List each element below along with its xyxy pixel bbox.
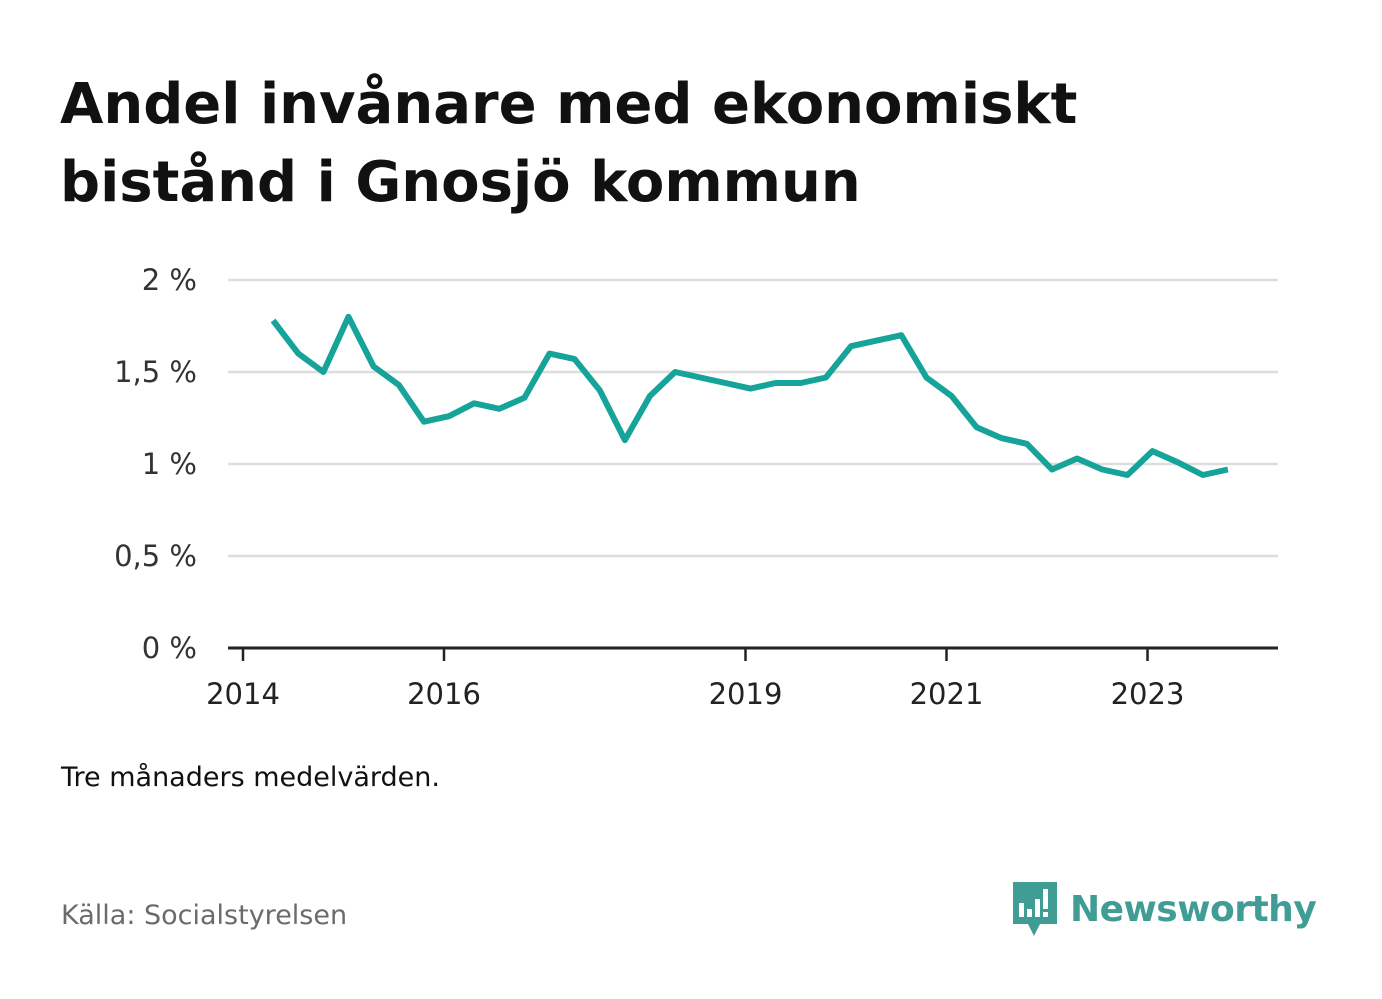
data-point[interactable]	[1099, 467, 1105, 473]
data-point[interactable]	[999, 435, 1005, 441]
data-point[interactable]	[496, 406, 502, 412]
data-point[interactable]	[346, 314, 352, 320]
data-point[interactable]	[1049, 467, 1055, 473]
data-point[interactable]	[672, 369, 678, 375]
data-point[interactable]	[270, 317, 276, 323]
data-point[interactable]	[1074, 455, 1080, 461]
data-point[interactable]	[521, 395, 527, 401]
data-series	[270, 313, 1231, 478]
data-point[interactable]	[873, 338, 879, 344]
x-axis: 2014 2016 2019 2021 2023	[206, 646, 1278, 711]
y-axis-ticks: 0 % 0,5 % 1 % 1,5 % 2 %	[114, 263, 197, 665]
chart-note: Tre månaders medelvärden.	[61, 762, 440, 793]
data-point[interactable]	[597, 387, 603, 393]
data-point[interactable]	[1024, 441, 1030, 447]
data-point[interactable]	[547, 351, 553, 357]
data-point[interactable]	[295, 351, 301, 357]
data-point[interactable]	[722, 380, 728, 386]
brand-name: Newsworthy	[1070, 888, 1317, 930]
data-point[interactable]	[949, 393, 955, 399]
data-point[interactable]	[1200, 472, 1206, 478]
x-tick-label: 2014	[206, 677, 280, 711]
gridlines	[228, 278, 1278, 558]
data-point[interactable]	[823, 375, 829, 381]
data-point[interactable]	[421, 419, 427, 425]
data-point[interactable]	[898, 332, 904, 338]
data-point[interactable]	[471, 400, 477, 406]
data-point[interactable]	[1124, 472, 1130, 478]
data-point[interactable]	[848, 343, 854, 349]
y-tick-label: 2 %	[142, 263, 197, 297]
chart-title: Andel invånare med ekonomiskt bistånd i …	[60, 72, 1078, 215]
data-point[interactable]	[697, 375, 703, 381]
newsworthy-logo-icon	[1013, 882, 1057, 936]
data-point[interactable]	[798, 380, 804, 386]
data-point[interactable]	[320, 369, 326, 375]
data-point[interactable]	[371, 363, 377, 369]
x-tick-label: 2021	[910, 677, 984, 711]
data-point[interactable]	[923, 375, 929, 381]
data-point[interactable]	[748, 386, 754, 392]
data-point[interactable]	[773, 380, 779, 386]
x-tick-label: 2023	[1111, 677, 1185, 711]
data-point[interactable]	[396, 382, 402, 388]
data-point[interactable]	[446, 413, 452, 419]
x-tick-label: 2019	[709, 677, 783, 711]
data-point[interactable]	[1150, 448, 1156, 454]
data-point[interactable]	[1225, 467, 1231, 473]
y-tick-label: 1 %	[142, 447, 197, 481]
series-line	[270, 313, 1229, 478]
data-point[interactable]	[622, 437, 628, 443]
y-tick-label: 0,5 %	[114, 539, 197, 573]
x-tick-label: 2016	[407, 677, 481, 711]
data-point[interactable]	[1175, 459, 1181, 465]
brand-logo[interactable]: Newsworthy	[1010, 878, 1317, 940]
source-text: Källa: Socialstyrelsen	[61, 900, 348, 931]
data-point[interactable]	[647, 393, 653, 399]
y-tick-label: 1,5 %	[114, 355, 197, 389]
data-point[interactable]	[974, 424, 980, 430]
y-tick-label: 0 %	[142, 631, 197, 665]
data-point[interactable]	[572, 356, 578, 362]
